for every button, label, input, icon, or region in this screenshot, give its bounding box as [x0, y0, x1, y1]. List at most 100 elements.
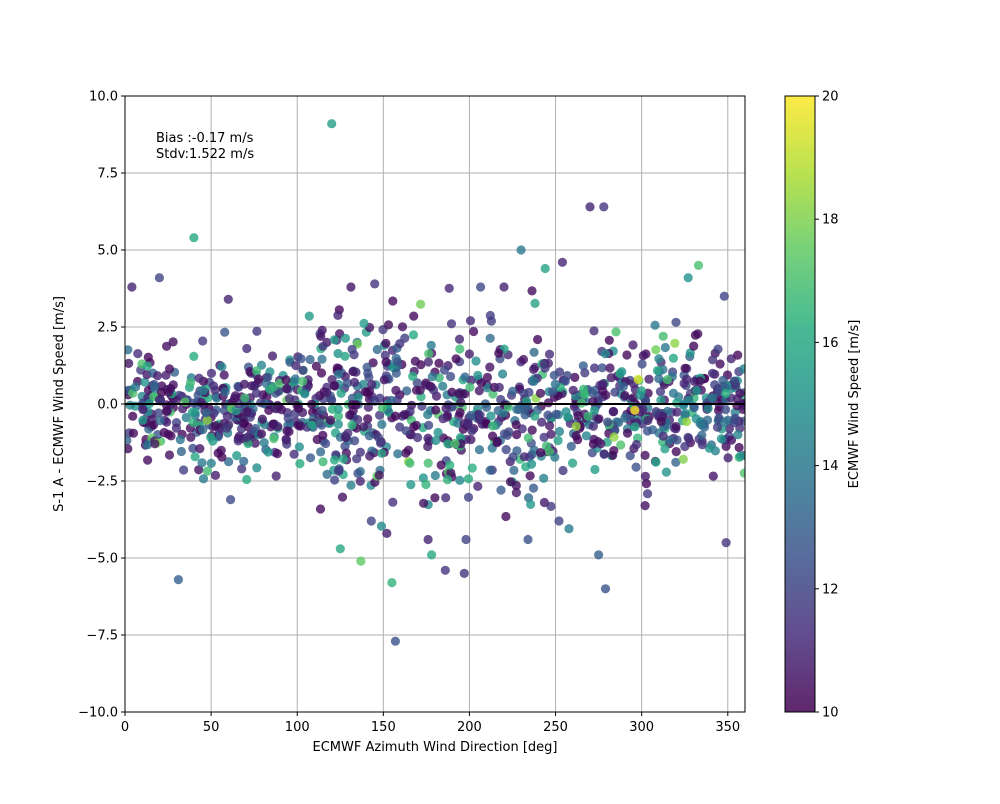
- scatter-point: [159, 427, 169, 438]
- scatter-point: [647, 425, 658, 435]
- scatter-point: [401, 426, 411, 436]
- scatter-point: [383, 320, 394, 330]
- scatter-point: [190, 452, 200, 462]
- y-axis-label: S-1 A - ECMWF Wind Speed [m/s]: [52, 296, 67, 512]
- scatter-point: [715, 359, 725, 369]
- scatter-point: [350, 436, 360, 446]
- scatter-point: [211, 421, 221, 431]
- scatter-point: [431, 405, 441, 415]
- scatter-point: [239, 379, 249, 389]
- scatter-point: [438, 381, 448, 391]
- scatter-point: [587, 388, 597, 398]
- scatter-point: [140, 377, 150, 387]
- scatter-point: [316, 447, 326, 457]
- scatter-point: [518, 354, 529, 365]
- scatter-point: [363, 414, 373, 424]
- x-tick-label: 150: [371, 720, 396, 735]
- scatter-point: [245, 367, 255, 377]
- scatter-point: [543, 410, 553, 420]
- scatter-point: [628, 340, 638, 350]
- scatter-point: [697, 440, 707, 450]
- scatter-point: [426, 340, 436, 350]
- scatter-point: [466, 410, 476, 421]
- scatter-point: [589, 363, 600, 373]
- scatter-point: [409, 311, 419, 321]
- scatter-point: [617, 367, 627, 377]
- scatter-point: [585, 202, 595, 212]
- scatter-point: [325, 415, 336, 425]
- scatter-point: [176, 446, 186, 457]
- scatter-point: [365, 451, 375, 461]
- scatter-point: [459, 568, 469, 579]
- scatter-point: [125, 345, 133, 355]
- scatter-point: [508, 386, 518, 396]
- colorbar-frame: [784, 95, 816, 713]
- scatter-point: [482, 402, 492, 412]
- scatter-point: [408, 371, 418, 381]
- scatter-point: [643, 415, 653, 426]
- scatter-point: [138, 415, 148, 425]
- scatter-point: [488, 421, 498, 431]
- scatter-point: [454, 334, 465, 344]
- scatter-point: [198, 425, 208, 435]
- scatter-point: [631, 462, 641, 472]
- x-axis-label: ECMWF Azimuth Wind Direction [deg]: [313, 740, 558, 755]
- scatter-point: [535, 388, 546, 398]
- scatter-point: [589, 406, 600, 416]
- stdv-annotation: Stdv:1.522 m/s: [156, 147, 254, 162]
- scatter-point: [282, 426, 292, 436]
- scatter-point: [529, 376, 539, 386]
- scatter-point: [444, 283, 454, 293]
- scatter-point: [400, 333, 410, 343]
- scatter-point: [166, 431, 176, 441]
- scatter-point: [707, 368, 718, 378]
- scatter-point: [379, 375, 389, 385]
- scatter-point: [393, 449, 403, 459]
- scatter-point: [188, 443, 198, 453]
- scatter-point: [590, 464, 600, 475]
- scatter-point: [263, 372, 273, 382]
- scatter-point: [563, 412, 573, 422]
- scatter-point: [206, 458, 216, 468]
- scatter-point: [342, 378, 352, 388]
- scatter-point: [220, 387, 230, 397]
- scatter-point: [554, 516, 564, 526]
- scatter-point: [315, 504, 326, 514]
- colorbar-tick-label: 10: [822, 706, 839, 721]
- scatter-point: [256, 398, 266, 408]
- scatter-point: [633, 374, 643, 384]
- scatter-point: [718, 375, 728, 385]
- scatter-point: [133, 349, 143, 359]
- scatter-point: [599, 202, 609, 212]
- scatter-point: [346, 282, 356, 292]
- scatter-point: [529, 364, 539, 374]
- scatter-point: [327, 404, 337, 414]
- scatter-point: [511, 420, 521, 430]
- scatter-point: [391, 368, 401, 378]
- scatter-point: [735, 451, 745, 461]
- scatter-point: [713, 344, 723, 354]
- scatter-point: [640, 501, 650, 511]
- scatter-point: [305, 453, 316, 463]
- scatter-point: [672, 407, 682, 417]
- scatter-point: [125, 444, 133, 454]
- scatter-point: [290, 374, 300, 384]
- scatter-point: [208, 436, 218, 446]
- scatter-point: [533, 334, 543, 345]
- scatter-point: [241, 433, 252, 443]
- scatter-point: [164, 364, 175, 374]
- y-tick-label: 5.0: [97, 244, 118, 259]
- scatter-point: [131, 382, 141, 392]
- scatter-point: [337, 492, 348, 502]
- scatter-point: [482, 383, 492, 393]
- scatter-point: [733, 350, 743, 360]
- x-tick-label: 100: [285, 720, 310, 735]
- scatter-point: [377, 403, 387, 413]
- scatter-point: [568, 385, 578, 395]
- scatter-point: [473, 370, 483, 380]
- scatter-point: [388, 296, 398, 306]
- scatter-point: [606, 373, 616, 383]
- scatter-point: [509, 465, 519, 475]
- scatter-point: [588, 439, 599, 449]
